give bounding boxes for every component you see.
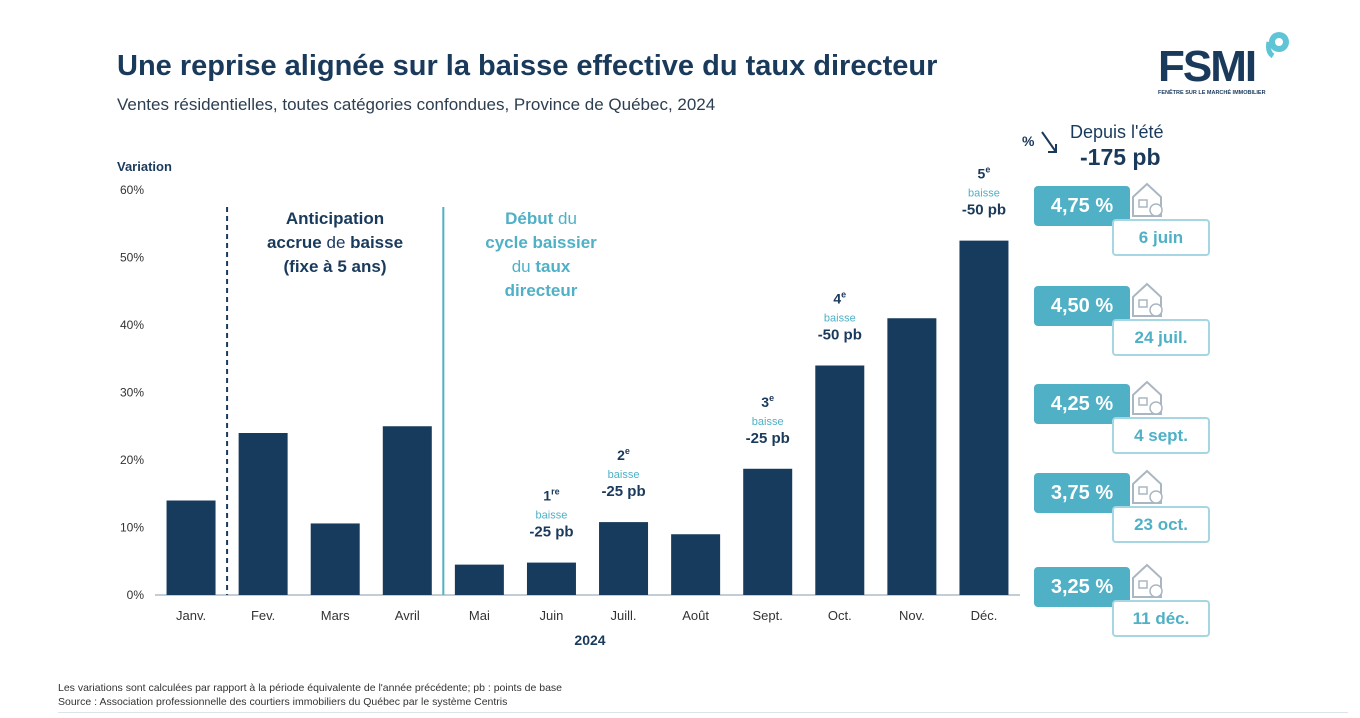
rate-item: 3,75 % 23 oct. [1034,469,1214,553]
x-tick-label: Mai [469,608,490,623]
bar [382,426,432,595]
bar [526,562,576,595]
bar [671,534,721,595]
y-tick-label: 40% [120,318,144,332]
bar [454,564,504,595]
x-tick-label: Juin [540,608,564,623]
since-label: Depuis l'été [1070,122,1164,142]
y-axis-label: Variation [117,159,172,174]
cut-amount: -50 pb [818,327,862,344]
annotation-line: Début du [505,209,577,228]
rate-date: 11 déc. [1112,600,1210,637]
since-value: -175 pb [1080,144,1161,170]
x-axis-label: 2024 [574,632,605,648]
cut-ordinal: 3e [761,393,774,410]
cut-ordinal: 2e [617,446,630,463]
footnote-source: Source : Association professionnelle des… [58,696,508,708]
x-tick-label: Juill. [611,608,637,623]
x-tick-label: Fev. [251,608,275,623]
y-tick-label: 20% [120,453,144,467]
cut-word: baisse [536,510,568,522]
bar [599,522,649,595]
cut-amount: -25 pb [601,483,645,500]
bar [310,523,360,595]
bar [238,433,288,595]
cut-word: baisse [608,469,640,481]
footnote-note: Les variations sont calculées par rappor… [58,682,563,694]
y-tick-label: 10% [120,521,144,535]
bar [743,468,793,595]
annotation-line: du taux [512,257,571,276]
x-tick-label: Janv. [176,608,206,623]
y-tick-label: 0% [127,588,145,602]
rate-badge: 3,75 % [1034,473,1130,513]
cut-word: baisse [752,416,784,428]
x-tick-label: Nov. [899,608,925,623]
rate-date: 23 oct. [1112,506,1210,543]
annotation-line: accrue de baisse [267,233,403,252]
x-tick-label: Sept. [753,608,783,623]
cut-amount: -25 pb [746,430,790,447]
svg-text:%: % [1022,133,1035,149]
annotation-line: cycle baissier [485,233,597,252]
cut-amount: -25 pb [529,524,573,541]
chart-subtitle: Ventes résidentielles, toutes catégories… [117,95,716,114]
house-icon [1132,282,1163,317]
x-tick-label: Mars [321,608,350,623]
house-icon [1132,469,1163,504]
rate-item: 4,50 % 24 juil. [1034,282,1214,366]
y-tick-label: 60% [120,183,144,197]
rate-date: 6 juin [1112,219,1210,256]
x-tick-label: Déc. [971,608,998,623]
cut-ordinal: 5e [978,165,991,182]
y-tick-label: 30% [120,386,144,400]
cut-word: baisse [968,188,1000,200]
cut-ordinal: 1re [543,487,559,504]
annotation-line: Anticipation [286,209,384,228]
rate-date: 4 sept. [1112,417,1210,454]
key-icon [1266,32,1289,58]
cut-amount: -50 pb [962,202,1006,219]
rate-item: 4,25 % 4 sept. [1034,380,1214,464]
fsmi-logo: FSMI FENÊTRE SUR LE MARCHÉ IMMOBILIER [1155,30,1305,105]
bar [815,365,865,595]
bar [959,240,1009,595]
rate-date: 24 juil. [1112,319,1210,356]
x-tick-label: Avril [395,608,420,623]
house-icon [1132,380,1163,415]
annotation-line: directeur [505,281,578,300]
house-icon [1132,182,1163,217]
x-tick-label: Août [682,608,709,623]
footer-divider [58,712,1348,713]
rate-item: 4,75 % 6 juin [1034,182,1214,266]
rate-badge: 4,75 % [1034,186,1130,226]
x-tick-label: Oct. [828,608,852,623]
bar [166,500,216,595]
chart-title: Une reprise alignée sur la baisse effect… [117,50,938,82]
bar [887,318,937,595]
logo-tagline: FENÊTRE SUR LE MARCHÉ IMMOBILIER [1158,90,1266,96]
rate-item: 3,25 % 11 déc. [1034,563,1214,647]
house-icon [1132,563,1163,598]
annotation-line: (fixe à 5 ans) [284,257,387,276]
cut-ordinal: 4e [833,290,846,307]
logo-wordmark: FSMI [1158,42,1257,91]
cut-word: baisse [824,313,856,325]
rate-down-icon: % [1022,131,1057,153]
y-tick-label: 50% [120,251,144,265]
